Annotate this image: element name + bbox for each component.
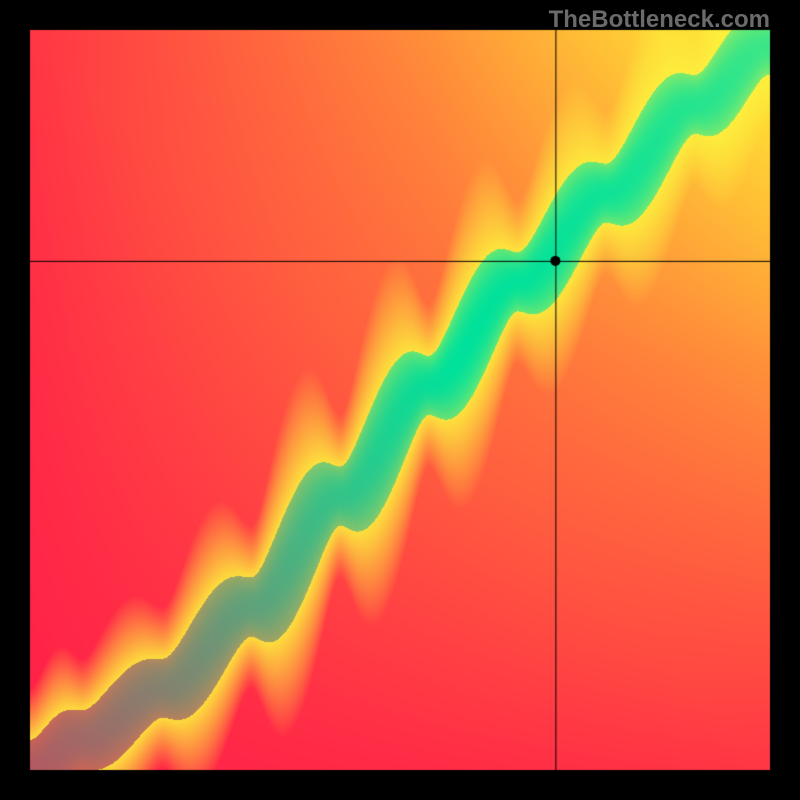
watermark: TheBottleneck.com (549, 6, 770, 34)
bottleneck-heatmap (0, 0, 800, 800)
